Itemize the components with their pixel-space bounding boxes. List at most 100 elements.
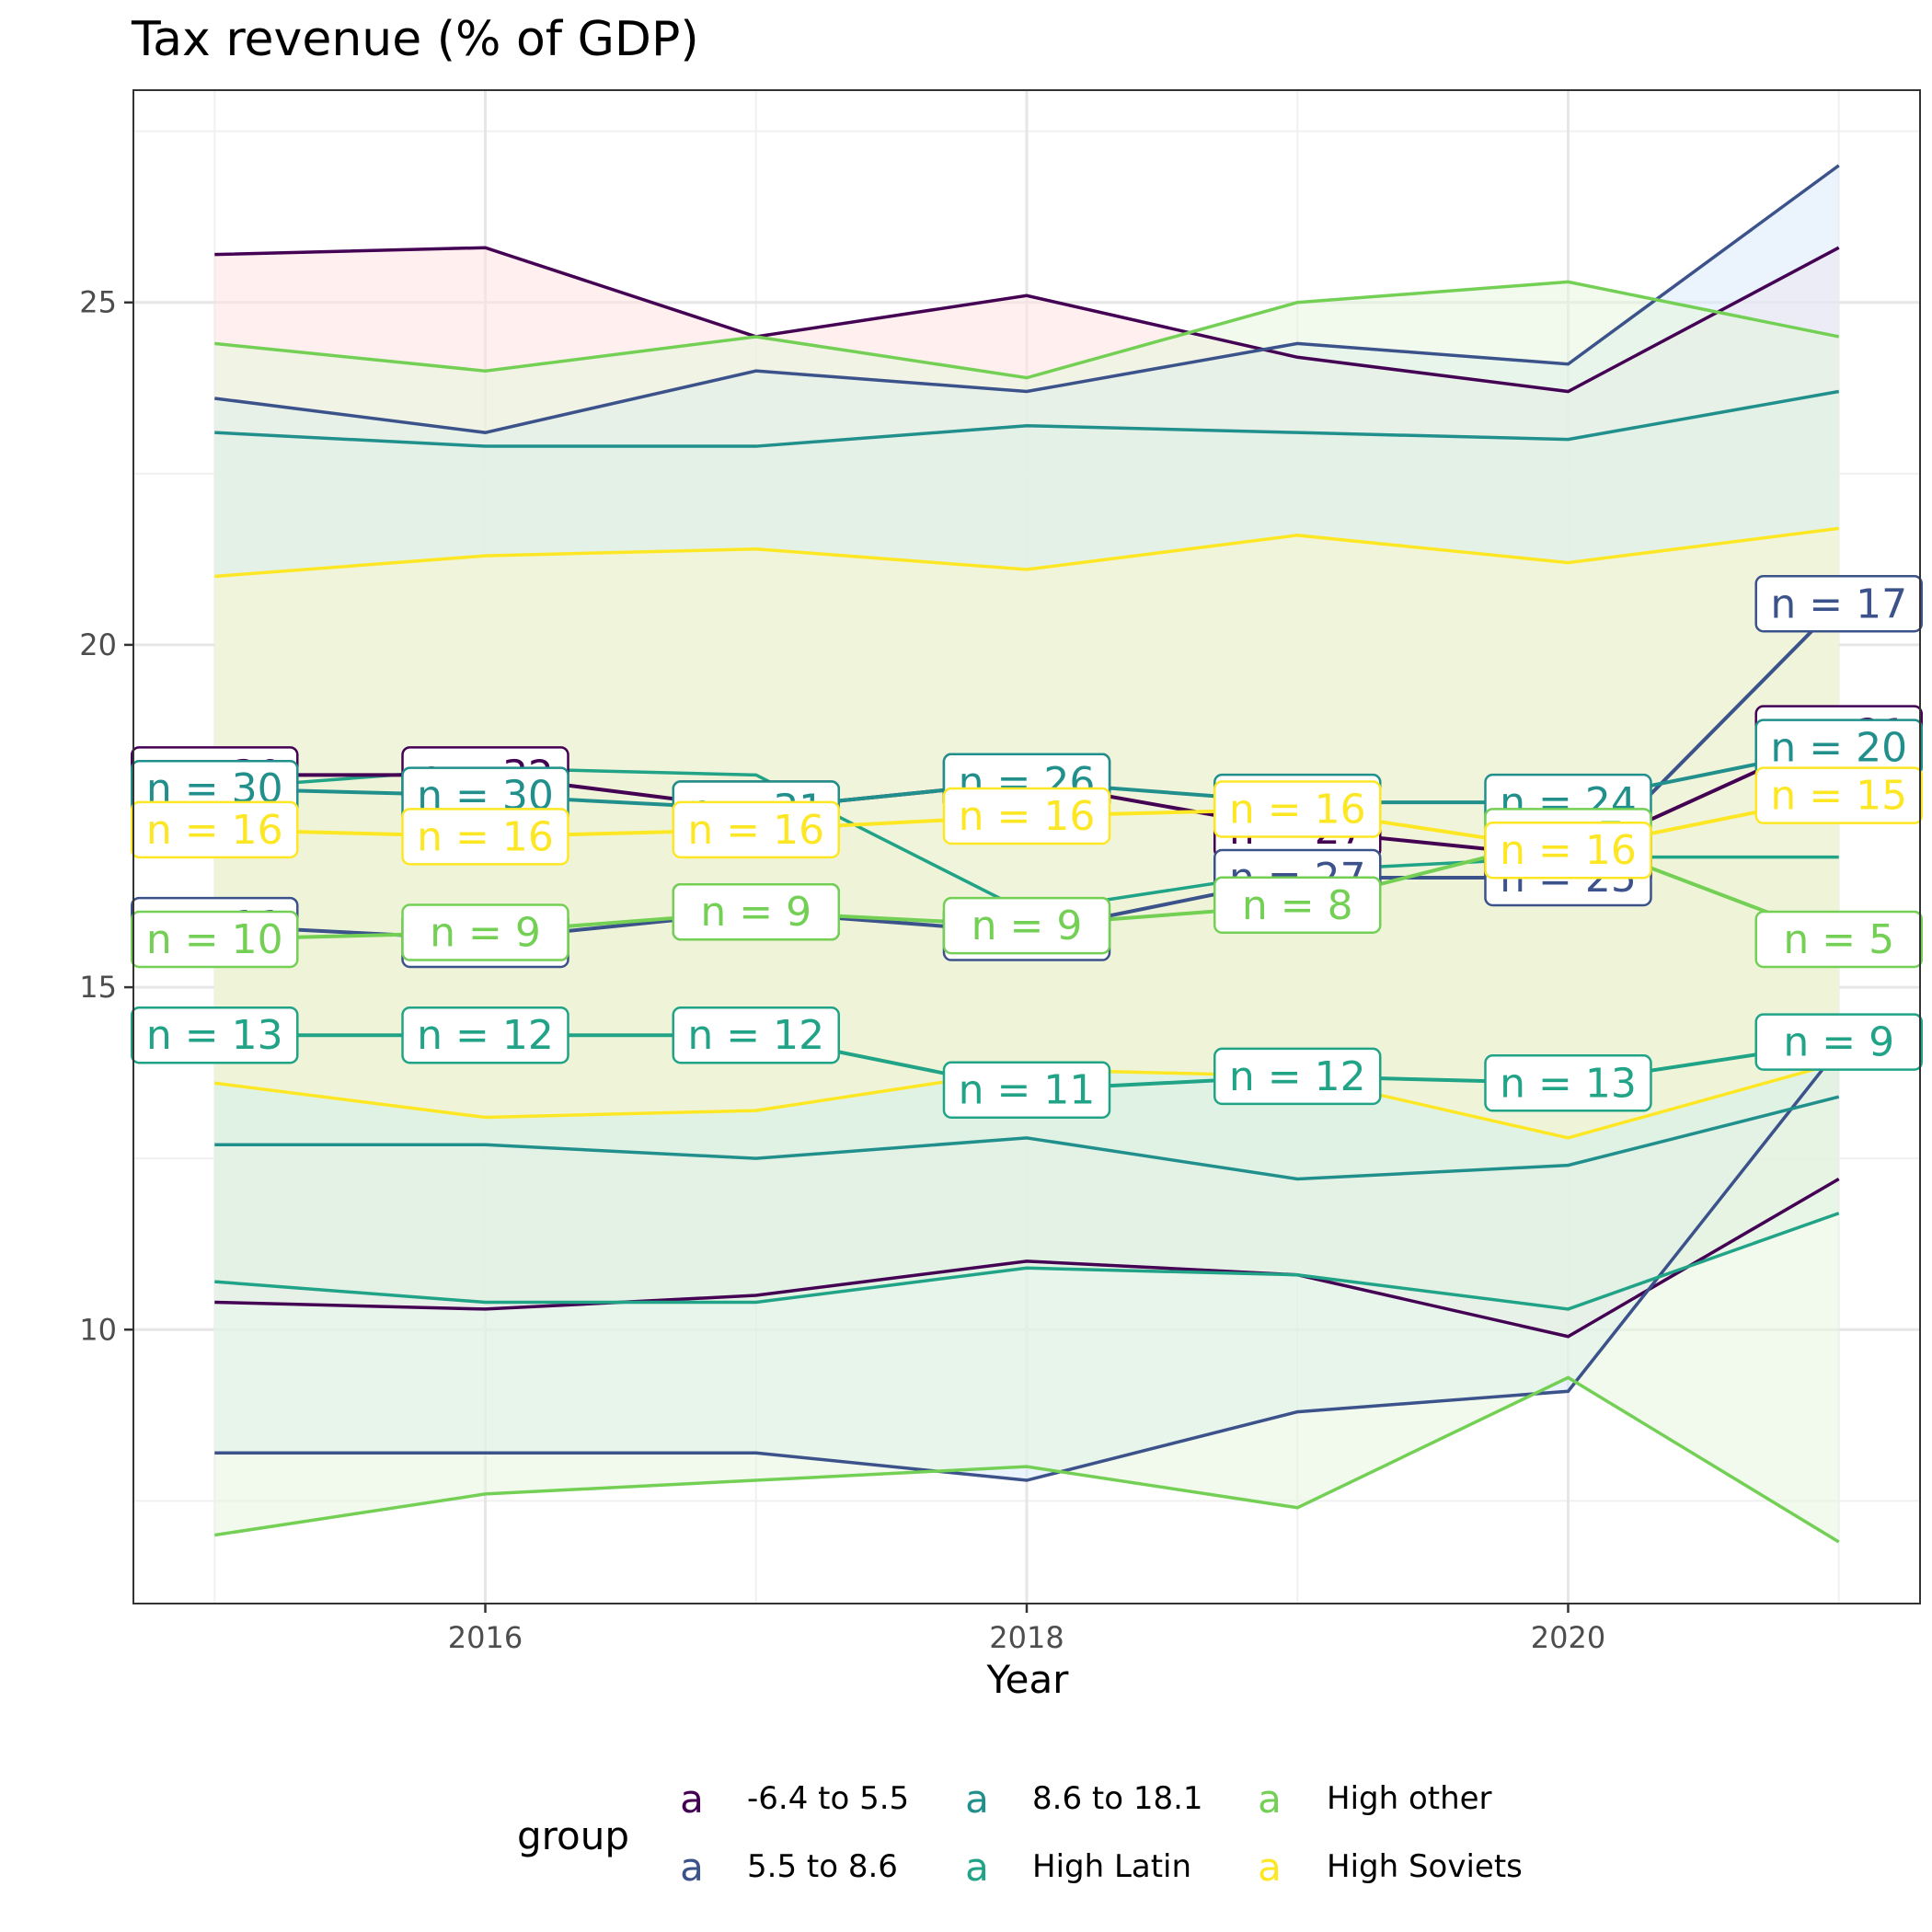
- y-tick-label: 25: [79, 285, 117, 320]
- n-label-box: [401, 1006, 569, 1064]
- n-label-box: [942, 1061, 1111, 1119]
- n-labels: n = 30n = 32n = 31n = 26n = 27n = 24n = …: [131, 575, 1923, 1119]
- n-label-box: [672, 882, 841, 941]
- n-label-box: [1484, 821, 1652, 880]
- legend-entry: 8.6 to 18.1: [1032, 1780, 1203, 1817]
- n-label: n = 20: [1754, 719, 1923, 776]
- x-axis-title: Year: [986, 1657, 1070, 1702]
- legend-entry: High other: [1327, 1780, 1492, 1817]
- legend-key: a: [680, 1777, 704, 1822]
- n-label-text: n = 8: [1242, 882, 1353, 929]
- n-label-text: n = 5: [1783, 916, 1894, 963]
- n-label: n = 16: [401, 808, 569, 866]
- n-label: n = 9: [942, 896, 1111, 955]
- legend-entry: -6.4 to 5.5: [747, 1780, 909, 1817]
- n-label: n = 5: [1754, 910, 1923, 969]
- n-label: n = 16: [131, 800, 299, 859]
- n-label-box: [942, 787, 1111, 845]
- n-label-box: [1484, 1054, 1652, 1112]
- n-label-text: n = 9: [972, 903, 1083, 949]
- y-tick-label: 20: [79, 627, 117, 662]
- n-label: n = 9: [1754, 1013, 1923, 1071]
- n-label: n = 13: [1484, 1054, 1652, 1112]
- legend-entry: High Latin: [1032, 1848, 1191, 1885]
- bound-line-upper: [214, 246, 1840, 394]
- n-label: n = 17: [1754, 575, 1923, 633]
- n-label: n = 16: [1213, 780, 1382, 838]
- legend-title: group: [517, 1813, 629, 1858]
- n-label-text: n = 10: [146, 916, 283, 963]
- legend: group a -6.4 to 5.5 a 5.5 to 8.6 a 8.6 to 18.1…: [517, 1777, 1523, 1890]
- x-tick-label: 2020: [1531, 1620, 1605, 1655]
- legend-key: a: [965, 1845, 989, 1890]
- legend-entry: 5.5 to 8.6: [747, 1848, 898, 1885]
- n-label-text: n = 12: [417, 1012, 554, 1059]
- legend-key: a: [680, 1845, 704, 1890]
- n-label-text: n = 9: [430, 910, 541, 957]
- bound-line-upper: [214, 526, 1839, 579]
- n-label-box: [672, 1006, 841, 1064]
- bound-line-upper: [214, 280, 1840, 380]
- bound-line-lower: [214, 1095, 1840, 1181]
- n-label-box: [1754, 766, 1923, 824]
- bound-line-lower: [214, 1177, 1840, 1339]
- bound-line-lower: [214, 1047, 1841, 1482]
- n-label-box: [131, 800, 299, 859]
- n-label-text: n = 13: [146, 1012, 283, 1059]
- n-label-text: n = 9: [1783, 1019, 1894, 1066]
- n-label-text: n = 16: [687, 807, 824, 854]
- n-label: n = 15: [1754, 766, 1923, 824]
- chart-title: Tax revenue (% of GDP): [131, 12, 699, 67]
- n-label-text: n = 12: [1229, 1053, 1366, 1100]
- legend-key: a: [1258, 1845, 1282, 1890]
- n-label: n = 16: [672, 800, 841, 859]
- n-label-text: n = 13: [1500, 1060, 1637, 1107]
- n-label-box: [942, 896, 1111, 955]
- n-label-text: n = 16: [959, 793, 1096, 840]
- axes: 10 15 20 25 2016 2018 2020: [79, 285, 1605, 1655]
- legend-key: a: [1258, 1777, 1282, 1822]
- bound-line-lower: [214, 1375, 1840, 1544]
- n-label-text: n = 12: [687, 1012, 824, 1059]
- n-label: n = 16: [942, 787, 1111, 845]
- n-label-text: n = 9: [700, 889, 811, 936]
- n-label: n = 13: [131, 1006, 299, 1064]
- n-label-box: [131, 1006, 299, 1064]
- n-label-box: [672, 800, 841, 859]
- n-label: n = 9: [401, 903, 569, 961]
- n-label: n = 9: [672, 882, 841, 941]
- y-tick-label: 10: [79, 1312, 117, 1347]
- n-label-text: n = 20: [1770, 725, 1907, 772]
- n-label-text: n = 15: [1770, 773, 1907, 820]
- n-label-box: [401, 808, 569, 866]
- n-label-box: [1754, 910, 1923, 969]
- n-label-box: [1213, 1047, 1382, 1106]
- n-label-box: [1213, 780, 1382, 838]
- y-tick-label: 15: [79, 970, 117, 1005]
- n-label-box: [1213, 876, 1382, 935]
- n-label: n = 16: [1484, 821, 1652, 880]
- x-tick-label: 2016: [448, 1620, 523, 1655]
- bound-line-upper: [214, 389, 1840, 448]
- bound-line-lower: [214, 1212, 1840, 1311]
- n-label-text: n = 16: [1229, 787, 1366, 834]
- n-label-text: n = 11: [959, 1067, 1096, 1114]
- legend-key: a: [965, 1777, 989, 1822]
- n-label: n = 10: [131, 910, 299, 969]
- n-label-text: n = 16: [417, 813, 554, 860]
- n-label-box: [1754, 575, 1923, 633]
- n-label-text: n = 16: [1500, 827, 1637, 874]
- n-label-box: [1754, 1013, 1923, 1071]
- n-label: n = 12: [1213, 1047, 1382, 1106]
- n-label-box: [401, 903, 569, 961]
- n-label: n = 8: [1213, 876, 1382, 935]
- n-label: n = 11: [942, 1061, 1111, 1119]
- n-label: n = 12: [672, 1006, 841, 1064]
- bound-line-upper: [214, 164, 1840, 434]
- n-label-box: [131, 910, 299, 969]
- legend-entry: High Soviets: [1327, 1848, 1523, 1885]
- n-label-text: n = 16: [146, 807, 283, 854]
- n-label: n = 12: [401, 1006, 569, 1064]
- n-label-text: n = 17: [1770, 581, 1907, 627]
- x-tick-label: 2018: [989, 1620, 1064, 1655]
